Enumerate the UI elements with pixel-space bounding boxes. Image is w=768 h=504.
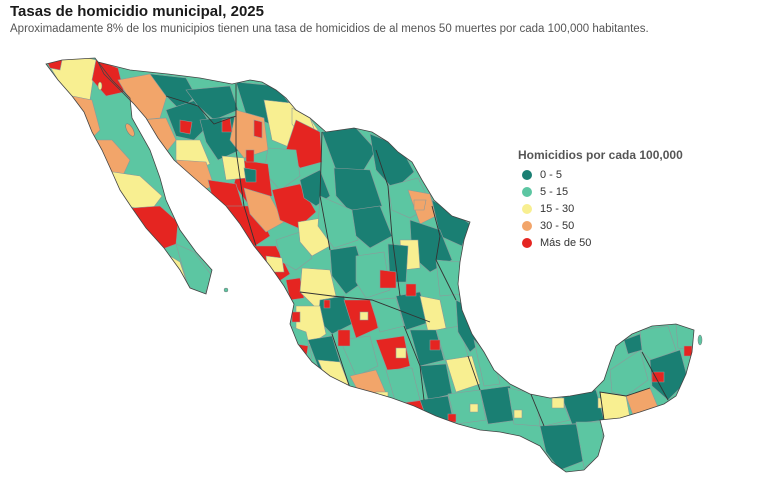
- legend-item-over-50: Más de 50: [518, 234, 683, 251]
- legend-swatch: [522, 186, 532, 197]
- legend-title: Homicidios por cada 100,000: [518, 148, 683, 162]
- municipal-polygons: [46, 58, 694, 472]
- legend-swatch: [522, 169, 532, 180]
- legend-item-30-50: 30 - 50: [518, 217, 683, 234]
- map-subtitle: Aproximadamente 8% de los municipios tie…: [10, 23, 649, 35]
- legend-label: 30 - 50: [540, 219, 575, 232]
- legend-swatch: [522, 220, 532, 231]
- legend-item-0-5: 0 - 5: [518, 166, 683, 183]
- legend-label: 0 - 5: [540, 168, 563, 181]
- map-legend: Homicidios por cada 100,000 0 - 5 5 - 15…: [518, 148, 683, 251]
- legend-label: 15 - 30: [540, 202, 575, 215]
- map-title: Tasas de homicidio municipal, 2025: [10, 3, 264, 20]
- legend-item-5-15: 5 - 15: [518, 183, 683, 200]
- legend-item-15-30: 15 - 30: [518, 200, 683, 217]
- legend-label: 5 - 15: [540, 185, 569, 198]
- legend-swatch: [522, 237, 532, 248]
- country-outline: [45, 57, 695, 473]
- islands: [97, 81, 703, 346]
- legend-swatch: [522, 203, 532, 214]
- legend-label: Más de 50: [540, 236, 592, 249]
- state-borders: [165, 84, 669, 427]
